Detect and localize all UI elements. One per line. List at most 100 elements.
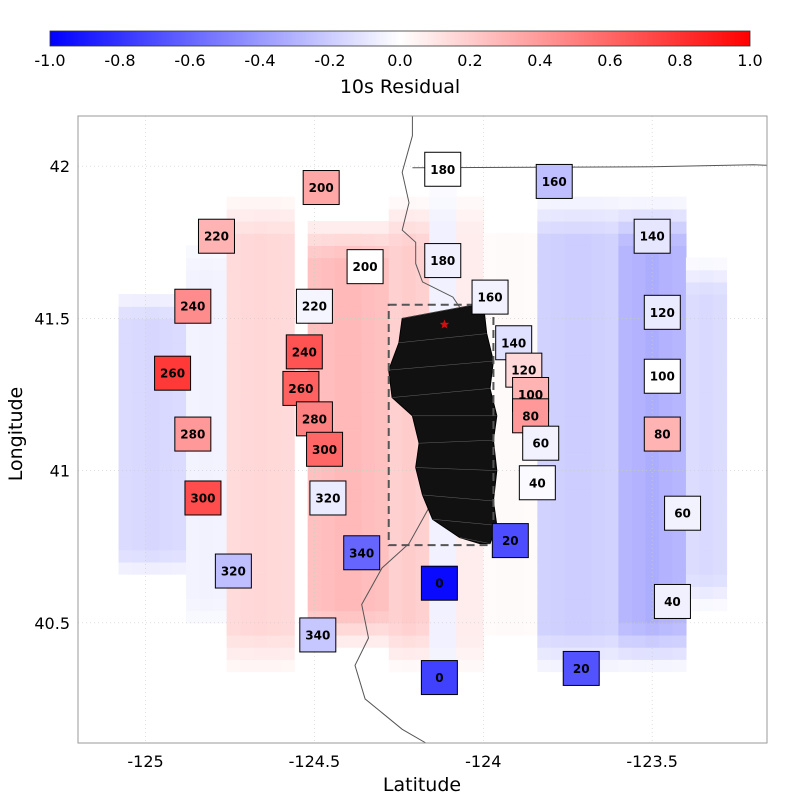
heatmap-cell [402,221,417,234]
fault-mesh-line [392,388,491,398]
heatmap-cell [550,294,565,307]
heatmap-cell [132,415,147,429]
heatmap-cell [658,281,674,295]
heatmap-cell [631,659,647,673]
heatmap-cell [280,208,295,222]
heatmap-cell [658,464,674,478]
heatmap-cell [159,513,174,526]
heatmap-cell [604,306,619,319]
heatmap-cell [388,574,403,587]
heatmap-cell [186,403,201,417]
heatmap-cell [402,659,417,673]
heatmap-cell [240,306,255,319]
heatmap-cell [118,354,133,368]
heatmap-cell [699,549,714,563]
heatmap-cell [145,537,160,551]
heatmap-cell [267,233,282,246]
heatmap-cell [510,233,525,246]
heatmap-cell [604,354,619,368]
heatmap-cell [591,245,606,259]
heatmap-cell [145,513,160,526]
heatmap-cell [550,281,565,295]
heatmap-cell [388,501,403,514]
heatmap-cell [402,610,417,624]
heatmap-cell [226,306,241,319]
heatmap-cell [672,659,687,673]
heatmap-cell [699,427,714,441]
heatmap-cell [280,549,295,563]
heatmap-cell [240,415,255,429]
station-marker-label: 20 [573,662,590,676]
fault-mesh-line [432,519,497,526]
epicenter-star [439,319,450,329]
heatmap-cell [496,586,511,600]
heatmap-cell [375,233,390,246]
heatmap-cell [618,464,633,478]
heatmap-cell [712,330,728,344]
heatmap-cell [334,634,349,648]
station-marker-label: 40 [529,476,546,490]
station-marker: 340 [343,535,381,571]
heatmap-cell [132,525,147,539]
heatmap-cell [213,269,228,283]
heatmap-cell [550,330,565,344]
station-marker-box [285,334,323,370]
heatmap-cell [483,257,498,271]
heatmap-cell [402,281,417,295]
heatmap-cell [712,598,728,612]
heatmap-cell [685,391,701,405]
heatmap-cell [550,354,565,368]
station-marker-box [643,294,681,330]
heatmap-cell [550,513,565,526]
heatmap-cell [537,257,552,271]
heatmap-cell [388,561,403,575]
heatmap-cell [159,549,174,563]
heatmap-cell [631,318,647,332]
heatmap-cell [253,281,268,295]
heatmap-cell [550,586,565,600]
heatmap-cell [375,440,390,453]
heatmap-cell [712,476,728,490]
heatmap-cell [253,208,268,222]
heatmap-cell [321,354,336,368]
heatmap-cell [577,257,592,271]
x-axis-title: Latitude [383,774,461,796]
heatmap-cell [672,561,687,575]
heatmap-cell [631,561,647,575]
heatmap-cell [618,367,633,380]
station-marker-label: 300 [312,443,337,457]
heatmap-cell [280,318,295,332]
heatmap-cell [145,501,160,514]
heatmap-cell [159,501,174,514]
heatmap-cell [591,196,606,210]
heatmap-cell [631,379,647,393]
heatmap-cell [699,476,714,490]
heatmap-cell [348,342,363,356]
heatmap-cell [280,427,295,441]
heatmap-cell [712,403,728,417]
heatmap-cell [334,306,349,319]
heatmap-cell [361,318,376,332]
heatmap-cell [604,221,619,234]
heatmap-cell [253,440,268,453]
heatmap-cell [618,269,633,283]
heatmap-cell [226,367,241,380]
heatmap-cell [523,306,538,319]
heatmap-cell [199,561,214,575]
heatmap-cell [240,537,255,551]
heatmap-cell [618,574,633,587]
heatmap-cell [280,659,295,673]
heatmap-cell [267,221,282,234]
heatmap-cell [361,525,376,539]
x-tick-label: -124.5 [289,752,341,771]
heatmap-cell [267,391,282,405]
heatmap-cell [645,476,660,490]
heatmap-cell [712,281,728,295]
heatmap-cell [699,561,714,575]
heatmap-cell [564,208,579,222]
heatmap-cell [550,306,565,319]
heatmap-cell [712,391,728,405]
heatmap-cell [550,598,565,612]
heatmap-cell [213,513,228,526]
